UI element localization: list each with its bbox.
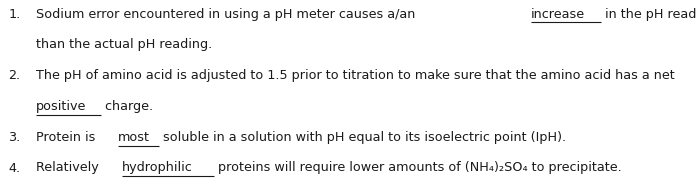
Text: 4.: 4. <box>8 162 20 174</box>
Text: Protein is: Protein is <box>36 131 100 144</box>
Text: than the actual pH reading.: than the actual pH reading. <box>36 38 212 51</box>
Text: 1.: 1. <box>8 8 21 21</box>
Text: 2.: 2. <box>8 69 20 82</box>
Text: The pH of amino acid is adjusted to 1.5 prior to titration to make sure that the: The pH of amino acid is adjusted to 1.5 … <box>36 69 675 82</box>
Text: Sodium error encountered in using a pH meter causes a/an: Sodium error encountered in using a pH m… <box>36 8 420 21</box>
Text: hydrophilic: hydrophilic <box>122 162 193 174</box>
Text: 3.: 3. <box>8 131 21 144</box>
Text: positive: positive <box>36 100 86 113</box>
Text: charge.: charge. <box>101 100 153 113</box>
Text: proteins will require lower amounts of (NH₄)₂SO₄ to precipitate.: proteins will require lower amounts of (… <box>214 162 622 174</box>
Text: soluble in a solution with pH equal to its isoelectric point (IpH).: soluble in a solution with pH equal to i… <box>159 131 567 144</box>
Text: Relatively: Relatively <box>36 162 103 174</box>
Text: most: most <box>118 131 150 144</box>
Text: increase: increase <box>531 8 585 21</box>
Text: in the pH reading of a solution: in the pH reading of a solution <box>601 8 696 21</box>
